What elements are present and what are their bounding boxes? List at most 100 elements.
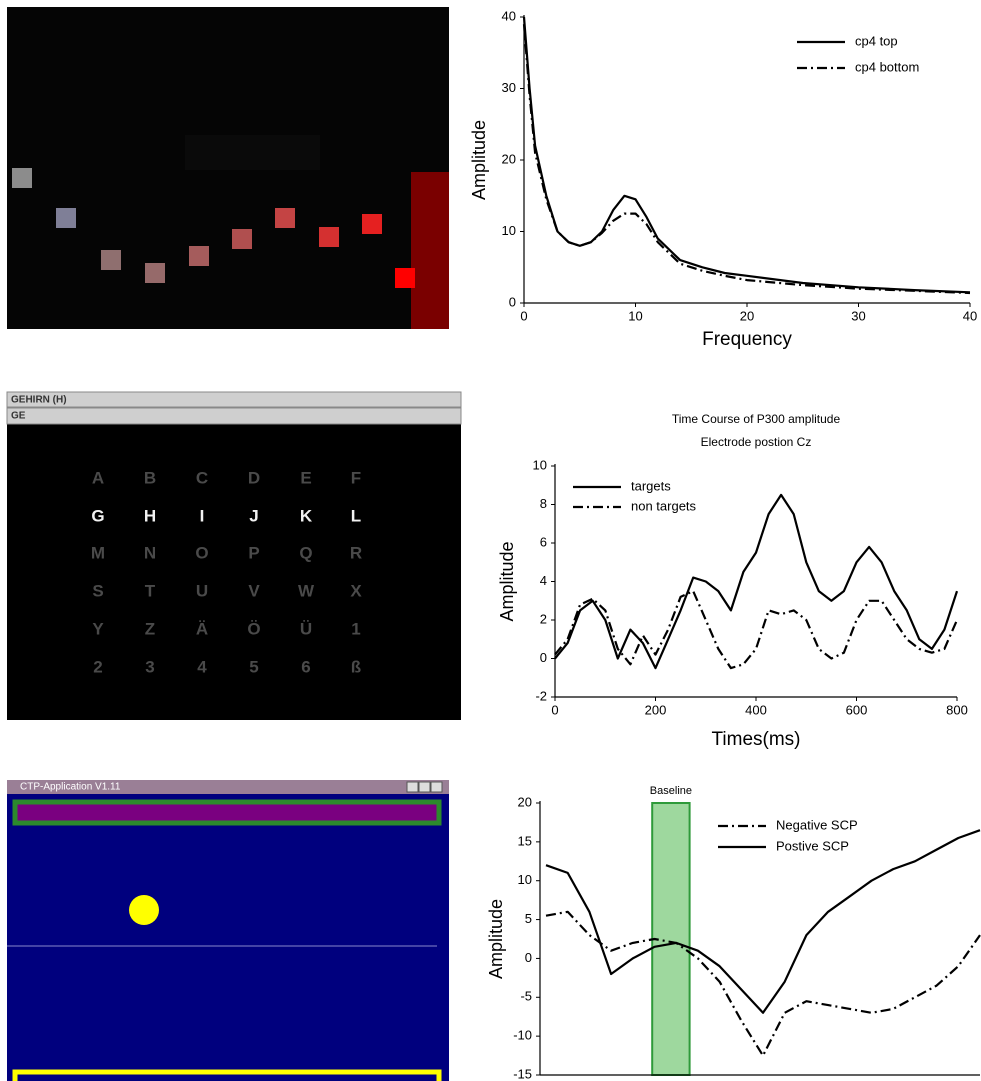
y-tick-label: 0 xyxy=(525,950,532,965)
speller-letter: ß xyxy=(351,657,361,676)
chart: -2 0 2 4 6 8 10 0 200 400 600 800 Time Course of P30… xyxy=(497,412,968,750)
speller-letter: P xyxy=(248,543,259,562)
y-tick-label: 10 xyxy=(533,457,547,472)
speller-letter: 4 xyxy=(197,657,207,676)
text-bar xyxy=(6,407,462,425)
y-tick-label: 8 xyxy=(540,496,547,511)
cursor-trace xyxy=(56,208,76,228)
speller-letter: H xyxy=(144,506,156,525)
series-line xyxy=(554,590,959,670)
y-tick-label: 10 xyxy=(502,223,516,238)
cursor-trace xyxy=(232,229,252,249)
target-top xyxy=(12,799,442,826)
speller-letter: 5 xyxy=(249,657,258,676)
x-tick-label: 0 xyxy=(520,308,527,323)
y-tick-label: 6 xyxy=(540,534,547,549)
x-tick-label: 40 xyxy=(963,308,977,323)
speller-letter: C xyxy=(196,468,208,487)
speller-letter: A xyxy=(92,468,104,487)
x-tick-label: 10 xyxy=(628,308,642,323)
cursor-trace xyxy=(189,246,209,266)
x-axis-label: Frequency xyxy=(702,329,792,350)
cursor-trace xyxy=(319,227,339,247)
x-tick-label: 200 xyxy=(645,702,667,717)
speller-letter: Ü xyxy=(300,619,312,638)
chart: Baseline -15 -10 -5 0 5 10 15 20 Amplitude Negativ… xyxy=(486,785,981,1081)
screen-region xyxy=(185,135,320,170)
legend-label: Postive SCP xyxy=(776,838,849,853)
speller-letter: R xyxy=(350,543,362,562)
x-tick-label: 0 xyxy=(551,702,558,717)
target-bottom xyxy=(12,1069,442,1081)
legend-label: non targets xyxy=(631,498,697,513)
speller-letter: B xyxy=(144,468,156,487)
speller-letter: G xyxy=(91,506,104,525)
y-tick-label: 40 xyxy=(502,8,516,23)
speller-letter: 6 xyxy=(301,657,310,676)
y-tick-label: 4 xyxy=(540,573,547,588)
speller-letter: Z xyxy=(145,619,155,638)
cursor-trace xyxy=(12,168,32,188)
speller-letter: O xyxy=(195,543,208,562)
speller-letter: W xyxy=(298,581,315,600)
cursor-trace xyxy=(101,250,121,270)
screen-background xyxy=(7,780,449,1081)
series-line xyxy=(554,493,959,670)
speller-letter: U xyxy=(196,581,208,600)
y-tick-label: 0 xyxy=(509,294,516,309)
y-tick-label: 2 xyxy=(540,611,547,626)
y-tick-label: 5 xyxy=(525,911,532,926)
spelled-word: GEHIRN (H) xyxy=(11,395,67,406)
target-bar xyxy=(411,172,449,329)
chart-title: Time Course of P300 amplitude xyxy=(672,412,841,426)
speller-letter: 3 xyxy=(145,657,154,676)
speller-screen: GEHIRN (H) GE A B C D E F G H I J K L M N O P Q R S T U V W X Y Z… xyxy=(6,391,462,720)
y-tick-label: 0 xyxy=(540,650,547,665)
speller-letter: E xyxy=(300,468,311,487)
cursor-trace xyxy=(362,214,382,234)
chart-subtitle: Electrode postion Cz xyxy=(701,435,812,449)
y-tick-label: -2 xyxy=(535,688,547,703)
x-tick-label: 600 xyxy=(846,702,868,717)
y-tick-label: -5 xyxy=(520,989,532,1004)
maximize-button[interactable] xyxy=(418,781,431,793)
y-tick-label: 15 xyxy=(518,833,532,848)
annotation: Baseline xyxy=(650,785,692,797)
series-line xyxy=(522,16,971,294)
y-tick-label: 20 xyxy=(518,794,532,809)
speller-letter: S xyxy=(92,581,103,600)
y-axis-label: Amplitude xyxy=(486,899,506,979)
speller-letter: 1 xyxy=(351,619,360,638)
y-tick-label: 20 xyxy=(502,151,516,166)
title-bar xyxy=(6,391,462,408)
y-tick-label: -15 xyxy=(513,1066,532,1081)
screen-background xyxy=(7,392,461,720)
cursor xyxy=(395,268,415,288)
speller-letter: 2 xyxy=(93,657,102,676)
y-tick-label: 10 xyxy=(518,872,532,887)
speller-letter: N xyxy=(144,543,156,562)
spelled-text: GE xyxy=(11,411,26,422)
legend-label: Negative SCP xyxy=(776,817,858,832)
y-tick-label: -10 xyxy=(513,1028,532,1043)
speller-letter: F xyxy=(351,468,361,487)
speller-letter: V xyxy=(248,581,260,600)
minimize-button[interactable] xyxy=(406,781,419,793)
cursor-trace xyxy=(145,263,165,283)
y-axis-label: Amplitude xyxy=(469,120,489,200)
window-title-bar xyxy=(7,780,449,794)
x-tick-label: 30 xyxy=(851,308,865,323)
speller-letter: J xyxy=(249,506,258,525)
legend-label: cp4 top xyxy=(855,33,898,48)
y-axis-label: Amplitude xyxy=(497,541,517,621)
x-tick-label: 400 xyxy=(745,702,767,717)
feedback-screen xyxy=(7,7,449,329)
x-axis-label: Times(ms) xyxy=(712,729,801,750)
speller-letter: Y xyxy=(92,619,104,638)
series-line xyxy=(522,24,971,295)
close-button[interactable] xyxy=(430,781,443,793)
x-tick-label: 800 xyxy=(946,702,968,717)
speller-letter: I xyxy=(200,506,205,525)
series-line xyxy=(545,829,981,1014)
